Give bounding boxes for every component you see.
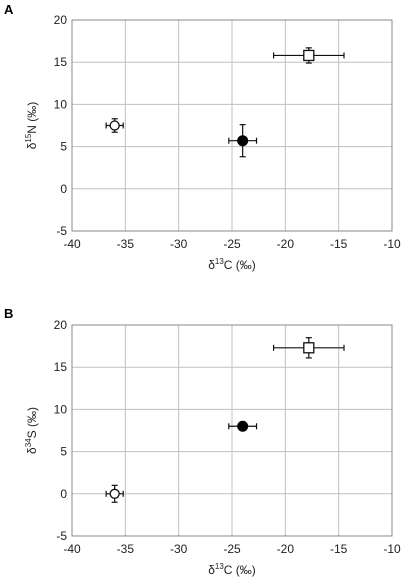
x-tick-label: -35 [117, 237, 135, 251]
x-tick-label: -25 [223, 542, 241, 556]
y-axis-title-isotope-mass: 15 [24, 133, 33, 142]
y-tick-label: -5 [56, 529, 67, 543]
x-axis-title-element: C (‰) [224, 258, 256, 272]
x-tick-label: -30 [170, 237, 188, 251]
data-point-filled-circle [228, 124, 258, 158]
y-tick-label: 5 [60, 140, 67, 154]
marker-open-square [303, 342, 315, 354]
marker-filled-circle [237, 135, 249, 147]
y-tick-label: 0 [60, 487, 67, 501]
x-axis-title-isotope-mass: 13 [215, 562, 224, 571]
data-point-open-circle [105, 118, 124, 133]
data-point-filled-circle [228, 420, 258, 432]
x-tick-label: -25 [223, 237, 241, 251]
data-point-open-circle [105, 484, 124, 503]
y-axis-title-element: S (‰) [25, 407, 39, 438]
y-tick-label: 15 [54, 360, 68, 374]
x-tick-label: -20 [277, 542, 295, 556]
x-tick-label: -10 [383, 237, 401, 251]
marker-filled-circle [237, 420, 249, 432]
y-tick-label: 10 [54, 97, 68, 111]
y-axis-title-isotope-mass: 34 [24, 438, 33, 447]
x-tick-label: -30 [170, 542, 188, 556]
x-axis-title-delta: δ [208, 258, 215, 272]
x-axis-title: δ13C (‰) [208, 562, 256, 577]
data-point-open-square [273, 47, 345, 64]
y-axis-title-delta: δ [25, 142, 39, 149]
y-axis-title: δ34S (‰) [24, 407, 39, 454]
x-tick-label: -10 [383, 542, 401, 556]
panel-label: B [4, 306, 13, 321]
x-tick-label: -35 [117, 542, 135, 556]
x-axis-title-element: C (‰) [224, 563, 256, 577]
marker-open-circle [109, 488, 120, 499]
data-point-open-square [273, 337, 345, 359]
y-tick-label: 20 [54, 318, 68, 332]
x-axis-title: δ13C (‰) [208, 257, 256, 272]
marker-open-circle [109, 120, 120, 131]
x-axis-title-isotope-mass: 13 [215, 257, 224, 266]
y-axis-title-element: N (‰) [25, 102, 39, 134]
y-tick-label: 5 [60, 445, 67, 459]
x-axis-title-delta: δ [208, 563, 215, 577]
plot-area-frame [71, 324, 393, 537]
x-tick-label: -15 [330, 237, 348, 251]
y-tick-label: 20 [54, 13, 68, 27]
x-tick-label: -40 [63, 542, 81, 556]
y-axis-title-delta: δ [25, 447, 39, 454]
y-tick-label: -5 [56, 224, 67, 238]
plot-area-frame [71, 19, 393, 232]
y-tick-label: 15 [54, 55, 68, 69]
x-tick-label: -20 [277, 237, 295, 251]
y-tick-label: 0 [60, 182, 67, 196]
x-tick-label: -15 [330, 542, 348, 556]
y-tick-label: 10 [54, 402, 68, 416]
panel-label: A [4, 2, 14, 17]
x-tick-label: -40 [63, 237, 81, 251]
marker-open-square [303, 49, 315, 62]
y-axis-title: δ15N (‰) [24, 102, 39, 150]
